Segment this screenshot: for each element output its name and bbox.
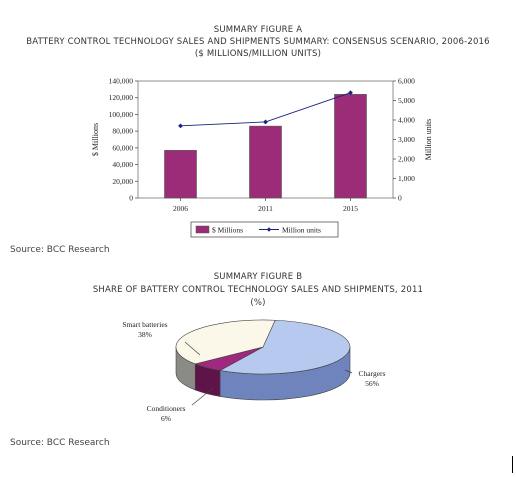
bar [249, 125, 282, 199]
bar [164, 150, 197, 199]
legend-label-line: Million units [282, 226, 321, 235]
y-axis-label: $ Millions [91, 123, 100, 156]
y2-tick-label: 0 [398, 194, 402, 203]
pie-label: Chargers [359, 369, 386, 378]
x-tick-label: 2011 [258, 204, 273, 213]
y2-tick-label: 4,000 [398, 116, 415, 125]
y-tick-label: 80,000 [112, 127, 133, 136]
figure-b-label: SUMMARY FIGURE B [213, 272, 303, 282]
legend-swatch-marker [266, 227, 272, 232]
y2-tick-label: 2,000 [398, 155, 415, 164]
y2-tick-label: 6,000 [398, 77, 415, 86]
legend-label-bars: $ Millions [212, 226, 243, 235]
pie-slice [219, 319, 351, 375]
y-tick-label: 60,000 [112, 143, 133, 152]
line-point [263, 119, 268, 125]
pie-label: Smart batteries [122, 320, 167, 329]
y2-tick-label: 3,000 [398, 135, 415, 144]
pie-value-label: 38% [138, 330, 152, 339]
pie-value-label: 56% [365, 379, 379, 388]
y-tick-label: 20,000 [112, 177, 133, 186]
source-b: Source: BCC Research [10, 438, 110, 448]
y-tick-label: 140,000 [109, 77, 134, 86]
pie-leader-line [191, 387, 214, 406]
legend-swatch-bars [195, 225, 210, 234]
y-tick-label: 0 [129, 194, 133, 203]
line-point [348, 90, 353, 96]
x-tick-label: 2015 [343, 204, 358, 213]
y2-tick-label: 1,000 [398, 174, 415, 183]
y-tick-label: 100,000 [109, 110, 134, 119]
figure-b-subtitle: (%) [250, 298, 266, 308]
line-point [178, 123, 183, 129]
bar-line-chart: 0 20,000 40,000 60,000 80,000 100,000 120,000 1… [91, 77, 433, 238]
pie-slice [175, 319, 276, 365]
y2-tick-label: 5,000 [398, 96, 415, 105]
pie-leader-line [184, 341, 201, 356]
y-tick-label: 120,000 [109, 93, 134, 102]
source-a: Source: BCC Research [10, 245, 110, 255]
text-cursor [512, 456, 513, 473]
y2-axis-label: Million units [424, 119, 433, 161]
bar [334, 94, 367, 199]
figure-a-title: BATTERY CONTROL TECHNOLOGY SALES AND SHI… [26, 37, 490, 47]
figure-a-label: SUMMARY FIGURE A [213, 25, 303, 35]
figure-a-subtitle: ($ MILLIONS/MILLION UNITS) [194, 49, 322, 59]
y-tick-label: 40,000 [112, 160, 133, 169]
pie-leader-line [344, 369, 353, 374]
pie-value-label: 6% [161, 414, 171, 423]
x-tick-label: 2006 [173, 204, 188, 213]
pie-label: Conditioners [147, 404, 186, 413]
figure-b-title: SHARE OF BATTERY CONTROL TECHNOLOGY SALE… [92, 285, 424, 295]
